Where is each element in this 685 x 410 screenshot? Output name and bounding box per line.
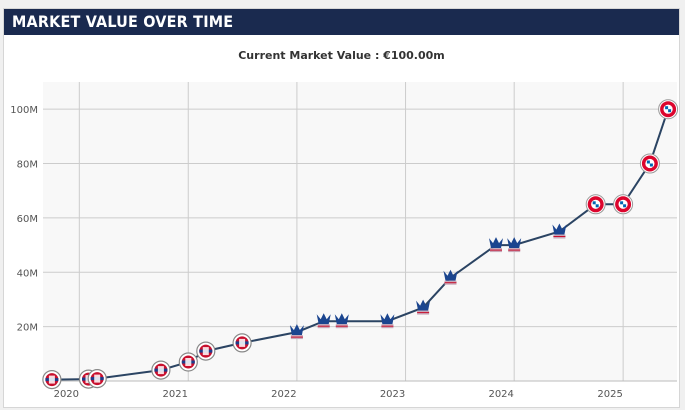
y-tick-label: 40M — [17, 268, 38, 279]
bayern-crest-icon — [658, 99, 679, 120]
y-tick-label: 80M — [17, 160, 38, 171]
x-tick-label: 2020 — [54, 389, 79, 400]
reading-crest-icon — [232, 333, 252, 353]
crystal-palace-crest-icon — [552, 223, 567, 239]
crystal-palace-crest-icon — [316, 313, 331, 329]
y-tick-label: 60M — [17, 214, 38, 225]
widget-title: MARKET VALUE OVER TIME — [4, 9, 679, 35]
y-tick-label: 20M — [17, 323, 38, 334]
reading-crest-icon — [196, 341, 216, 361]
crystal-palace-crest-icon — [380, 313, 395, 329]
x-tick-label: 2024 — [488, 389, 513, 400]
x-tick-label: 2021 — [163, 389, 188, 400]
current-market-value: Current Market Value : €100.00m — [238, 49, 445, 62]
crystal-palace-crest-icon — [507, 237, 522, 253]
bayern-crest-icon — [613, 194, 634, 215]
bayern-crest-icon — [639, 153, 660, 174]
reading-crest-icon — [42, 370, 62, 390]
crystal-palace-crest-icon — [489, 237, 503, 253]
reading-crest-icon — [178, 352, 198, 372]
crystal-palace-crest-icon — [416, 299, 431, 315]
reading-crest-icon — [87, 369, 107, 389]
crystal-palace-crest-icon — [289, 324, 304, 340]
x-tick-label: 2025 — [597, 389, 622, 400]
crystal-palace-crest-icon — [443, 269, 458, 285]
y-tick-label: 100M — [10, 105, 38, 116]
x-tick-label: 2022 — [271, 389, 296, 400]
bayern-crest-icon — [585, 194, 606, 215]
plot-area — [43, 82, 677, 381]
reading-crest-icon — [151, 360, 171, 380]
crystal-palace-crest-icon — [334, 313, 349, 329]
x-tick-label: 2023 — [380, 389, 405, 400]
